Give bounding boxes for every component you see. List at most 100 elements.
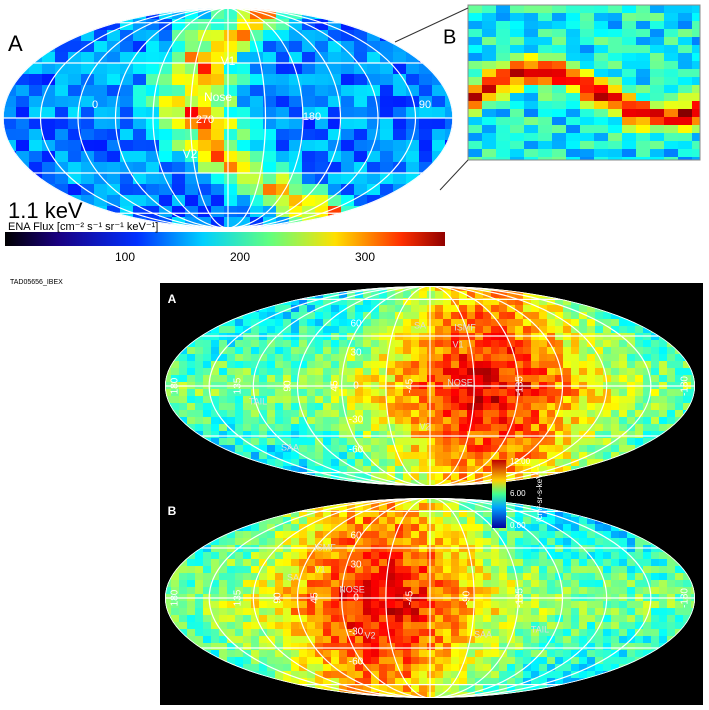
- pixel: [68, 8, 82, 20]
- pixel: [650, 69, 665, 78]
- pixel: [94, 85, 108, 97]
- pixel: [531, 573, 540, 581]
- pixel: [678, 93, 693, 102]
- pixel: [579, 559, 588, 567]
- pixel: [571, 643, 580, 651]
- pixel: [451, 445, 460, 453]
- pixel: [403, 396, 412, 404]
- pixel: [603, 333, 612, 341]
- pixel: [608, 53, 623, 62]
- pixel: [120, 129, 134, 141]
- pixel: [555, 459, 564, 467]
- pixel: [133, 107, 147, 119]
- pixel: [563, 608, 572, 616]
- pixel: [419, 531, 428, 539]
- pixel: [651, 340, 660, 348]
- pixel: [692, 117, 707, 126]
- pixel: [323, 333, 332, 341]
- pixel: [235, 347, 244, 355]
- pixel: [619, 538, 628, 546]
- pixel: [451, 503, 460, 511]
- pixel: [331, 657, 340, 665]
- pixel: [445, 151, 459, 163]
- pixel: [251, 424, 260, 432]
- pixel: [179, 396, 188, 404]
- pixel: [622, 109, 637, 118]
- pixel: [403, 368, 412, 376]
- pixel: [172, 118, 186, 130]
- pixel: [323, 438, 332, 446]
- pixel: [411, 445, 420, 453]
- pixel: [341, 118, 355, 130]
- pixel: [552, 61, 567, 70]
- pixel: [678, 109, 693, 118]
- pixel: [219, 573, 228, 581]
- pixel: [555, 671, 564, 679]
- pixel: [579, 629, 588, 637]
- pixel: [524, 125, 539, 134]
- pixel: [159, 107, 173, 119]
- pixel: [120, 162, 134, 174]
- pixel: [267, 410, 276, 418]
- pixel: [283, 431, 292, 439]
- pixel: [491, 354, 500, 362]
- pixel: [195, 559, 204, 567]
- pixel: [459, 396, 468, 404]
- pixel: [483, 559, 492, 567]
- pixel: [302, 195, 316, 207]
- pixel: [619, 657, 628, 665]
- pixel: [237, 41, 251, 53]
- pixel: [185, 96, 199, 108]
- pixel: [427, 347, 436, 355]
- pixel: [419, 517, 428, 525]
- pixel: [603, 319, 612, 327]
- pixel: [211, 545, 220, 553]
- pixel: [443, 438, 452, 446]
- pixel: [643, 431, 652, 439]
- pixel: [619, 650, 628, 658]
- pixel: [419, 685, 428, 693]
- pixel: [419, 375, 428, 383]
- pixel: [664, 77, 679, 86]
- pixel: [355, 431, 364, 439]
- pixel: [302, 63, 316, 75]
- pixel: [243, 361, 252, 369]
- pixel: [636, 109, 651, 118]
- pixel: [427, 622, 436, 630]
- pixel: [427, 566, 436, 574]
- pixel: [523, 340, 532, 348]
- pixel: [171, 396, 180, 404]
- pixel: [323, 340, 332, 348]
- pixel: [435, 326, 444, 334]
- pixel: [403, 452, 412, 460]
- pixel: [664, 149, 679, 158]
- pixel: [539, 340, 548, 348]
- pixel: [363, 608, 372, 616]
- pixel: [651, 566, 660, 574]
- pixel: [491, 671, 500, 679]
- pixel: [68, 74, 82, 86]
- pixel: [94, 41, 108, 53]
- pixel: [219, 340, 228, 348]
- pixel: [211, 552, 220, 560]
- pixel: [611, 615, 620, 623]
- pixel: [237, 162, 251, 174]
- pixel: [379, 538, 388, 546]
- pixel: [203, 615, 212, 623]
- pixel: [283, 417, 292, 425]
- pixel: [678, 157, 693, 166]
- pixel: [643, 566, 652, 574]
- pixel: [459, 410, 468, 418]
- pixel: [547, 538, 556, 546]
- pixel: [380, 118, 394, 130]
- pixel: [580, 5, 595, 14]
- pixel: [387, 452, 396, 460]
- pixel: [563, 361, 572, 369]
- pixel: [355, 615, 364, 623]
- pixel: [443, 664, 452, 672]
- pixel: [611, 559, 620, 567]
- pixel: [579, 459, 588, 467]
- pixel: [395, 340, 404, 348]
- pixel: [171, 368, 180, 376]
- pixel: [635, 615, 644, 623]
